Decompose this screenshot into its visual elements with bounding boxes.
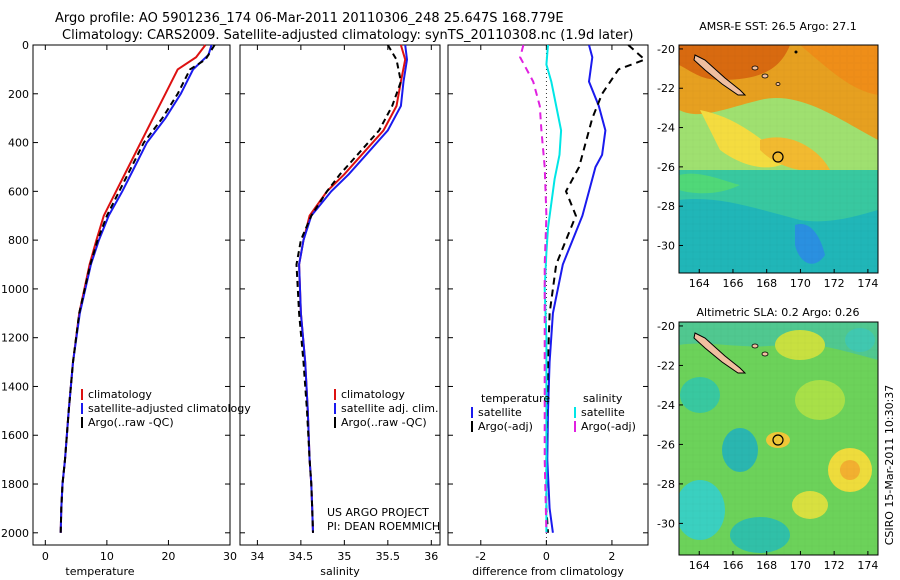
legend-label: Argo(..raw -QC) [341,416,427,429]
legend-label: climatology [88,388,152,401]
pi-annotation: PI: DEAN ROEMMICH [327,520,440,533]
y-tick-label: 400 [8,137,29,150]
map-y-tick-label: -24 [657,399,675,412]
map-x-tick-label: 174 [857,559,878,572]
series-line-climatology [59,44,207,533]
x-tick-label: 35.5 [376,550,401,563]
legend-label: satellite [478,406,522,419]
y-tick-label: 1200 [1,332,29,345]
map-x-tick-label: 172 [824,559,845,572]
y-tick-label: 1800 [1,478,29,491]
x-tick-label: 2 [608,550,615,563]
map-x-tick-label: 168 [756,277,777,290]
timestamp-label: CSIRO 15-Mar-2011 10:30:37 [883,385,896,546]
legend-label: climatology [341,388,405,401]
map-y-tick-label: -20 [657,43,675,56]
y-tick-label: 800 [8,234,29,247]
series-line-salinity-satellite [543,44,563,533]
map-x-tick-label: 168 [756,559,777,572]
y-tick-label: 0 [22,39,29,52]
x-tick-label: 36 [424,550,438,563]
series-line-satellite-adjusted-climatology [59,44,213,533]
x-tick-label: 34.5 [289,550,314,563]
plot-frame-1 [239,44,441,546]
x-tick-label: 0 [42,550,49,563]
y-tick-label: 2000 [1,527,29,540]
map-y-tick-label: -28 [657,200,675,213]
plot-title-line2: Climatology: CARS2009. Satellite-adjuste… [62,28,634,43]
y-tick-label: 1600 [1,429,29,442]
project-annotation: US ARGO PROJECT [327,506,429,519]
map-x-tick-label: 172 [824,277,845,290]
map-x-tick-label: 164 [689,559,710,572]
map-y-tick-label: -28 [657,478,675,491]
series-line-salinity-argo-adj- [519,44,548,533]
series-line-temperature-satellite [546,44,607,533]
x-tick-label: -2 [475,550,486,563]
sst-map-title: AMSR-E SST: 26.5 Argo: 27.1 [699,20,857,33]
legend-label: Argo(-adj) [478,420,533,433]
x-tick-label: 35 [337,550,351,563]
map-x-tick-label: 166 [722,559,743,572]
x-axis-label: salinity [320,565,360,578]
series-line-argo-raw-qc- [295,44,402,533]
map-y-tick-label: -22 [657,82,675,95]
map-x-tick-label: 164 [689,277,710,290]
plot-title-line1: Argo profile: AO 5901236_174 06-Mar-2011… [55,11,564,26]
legend-header-salinity: salinity [583,392,623,405]
map-y-tick-label: -22 [657,359,675,372]
y-tick-label: 1400 [1,380,29,393]
map-x-tick-label: 166 [722,277,743,290]
series-line-climatology [298,44,407,533]
x-tick-label: 20 [161,550,175,563]
legend-header-temperature: temperature [481,392,550,405]
map-y-tick-label: -30 [657,517,675,530]
x-axis-label: temperature [65,565,134,578]
map-y-tick-label: -26 [657,438,675,451]
legend-label: Argo(-adj) [581,420,636,433]
x-tick-label: 30 [223,550,237,563]
y-tick-label: 1000 [1,283,29,296]
y-tick-label: 200 [8,88,29,101]
plot-frame-0 [32,44,231,546]
x-tick-label: 10 [100,550,114,563]
series-line-argo-raw-qc- [59,44,216,533]
series-line-temperature-argo-adj- [545,44,647,533]
map-y-tick-label: -26 [657,161,675,174]
map-y-tick-label: -20 [657,320,675,333]
map-x-tick-label: 170 [790,559,811,572]
sla-map-title: Altimetric SLA: 0.2 Argo: 0.26 [696,306,859,319]
map-x-tick-label: 174 [857,277,878,290]
y-tick-label: 600 [8,185,29,198]
legend-label: Argo(..raw -QC) [88,416,174,429]
sst-map [679,45,878,273]
map-y-tick-label: -24 [657,122,675,135]
legend-label: satellite-adjusted climatology [88,402,251,415]
x-tick-label: 0 [543,550,550,563]
map-x-tick-label: 170 [790,277,811,290]
sla-map [679,322,878,555]
legend-label: satellite adj. clim. [341,402,438,415]
x-axis-label: difference from climatology [472,565,624,578]
map-y-tick-label: -30 [657,239,675,252]
x-tick-label: 34 [250,550,264,563]
legend-label: satellite [581,406,625,419]
